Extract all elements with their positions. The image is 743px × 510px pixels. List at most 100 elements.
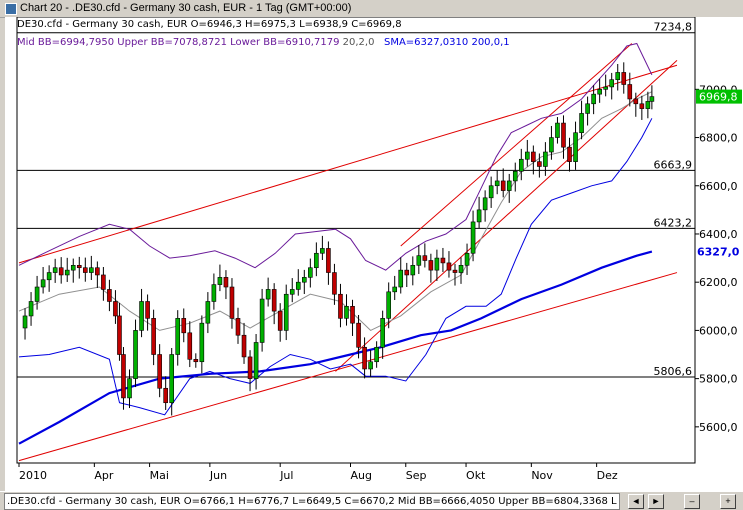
candle-body: [555, 122, 560, 138]
candle-body: [229, 286, 235, 319]
last-price-label: 6969,8: [699, 91, 738, 104]
candle-body: [187, 332, 193, 360]
candle-body: [308, 267, 313, 278]
candlestick: [494, 170, 500, 195]
candlestick: [83, 257, 88, 282]
y-tick-label: 6400,0: [699, 228, 738, 241]
candlestick: [34, 275, 40, 310]
candlestick: [350, 299, 355, 336]
candle-body: [133, 330, 138, 379]
candle-body: [573, 132, 578, 162]
x-tick-label: Mai: [150, 469, 169, 482]
window-titlebar[interactable]: Chart 20 - .DE30.cfd - Germany 30 cash, …: [0, 0, 743, 18]
candlestick: [633, 92, 639, 117]
candle-body: [344, 305, 349, 319]
candlestick: [265, 277, 271, 307]
x-tick-label: Jun: [209, 469, 227, 482]
candle-body: [314, 252, 319, 269]
candle-body: [446, 262, 452, 271]
candle-body: [494, 180, 500, 187]
level-label: 5806,6: [654, 365, 693, 378]
candlestick: [645, 91, 651, 119]
candle-body: [422, 255, 428, 261]
candlestick: [428, 253, 434, 283]
x-tick-label: Jul: [279, 469, 293, 482]
candle-body: [205, 301, 211, 324]
candlestick: [603, 74, 608, 97]
candlestick: [356, 314, 361, 359]
candle-body: [28, 301, 34, 317]
candle-body: [127, 378, 132, 399]
candlestick: [591, 85, 596, 115]
candlestick: [289, 278, 295, 303]
candle-body: [512, 170, 518, 182]
candle-body: [64, 269, 70, 276]
candle-body: [76, 265, 82, 269]
plot-frame: [16, 16, 696, 464]
candlestick: [163, 376, 168, 410]
candle-body: [621, 72, 627, 85]
candle-body: [597, 89, 602, 95]
candle-body: [332, 272, 337, 295]
candlestick: [320, 235, 325, 261]
candlestick: [579, 100, 584, 140]
candle-body: [320, 248, 325, 254]
scroll-left-button[interactable]: ◄: [628, 494, 644, 509]
zoom-out-button[interactable]: –: [684, 494, 700, 509]
sma-params-label: 200,0,1: [471, 37, 510, 48]
candle-body: [89, 267, 94, 273]
trendline: [18, 272, 678, 462]
candlestick: [597, 78, 602, 103]
candle-body: [579, 113, 584, 134]
candle-body: [633, 98, 639, 105]
zoom-in-button[interactable]: +: [720, 494, 736, 509]
candle-body: [537, 161, 542, 167]
candle-body: [259, 298, 265, 343]
candlestick: [621, 62, 627, 94]
candle-body: [500, 180, 506, 191]
candlestick: [193, 353, 199, 368]
candle-body: [22, 315, 28, 329]
candle-body: [241, 334, 247, 358]
candlestick: [52, 258, 58, 283]
candle-body: [567, 146, 572, 162]
candle-body: [139, 301, 144, 331]
candlestick: [22, 308, 28, 340]
candlestick: [121, 347, 126, 410]
candlestick: [615, 64, 621, 91]
candlestick: [500, 168, 506, 198]
x-tick-label: Nov: [531, 469, 553, 482]
candle-body: [374, 346, 379, 363]
candlestick: [362, 337, 367, 379]
candle-body: [157, 354, 162, 389]
candle-body: [591, 93, 596, 105]
candlestick: [145, 294, 150, 331]
candlestick: [107, 279, 112, 312]
candle-body: [482, 197, 488, 211]
candlestick: [259, 288, 265, 352]
candle-body: [561, 122, 566, 148]
y-tick-label: 5800,0: [699, 373, 738, 386]
scroll-right-button[interactable]: ►: [648, 494, 664, 509]
candle-body: [163, 387, 168, 404]
candlestick: [302, 269, 307, 295]
x-tick-label: 2010: [19, 469, 47, 482]
candle-body: [117, 315, 122, 355]
candlestick: [277, 303, 283, 342]
candlestick: [543, 142, 548, 176]
candle-body: [223, 277, 229, 288]
chart-header-line1: DE30.cfd - Germany 30 cash, EUR O=6946,3…: [17, 19, 402, 30]
candle-body: [440, 257, 446, 264]
trendline: [400, 43, 633, 247]
candle-body: [649, 96, 655, 102]
candle-body: [95, 267, 100, 276]
candle-body: [452, 269, 458, 273]
last-price-marker: [696, 89, 742, 104]
candle-body: [470, 221, 476, 254]
candle-body: [362, 346, 367, 370]
candlestick: [70, 258, 76, 283]
candlestick: [368, 350, 373, 377]
candlestick: [639, 95, 645, 120]
